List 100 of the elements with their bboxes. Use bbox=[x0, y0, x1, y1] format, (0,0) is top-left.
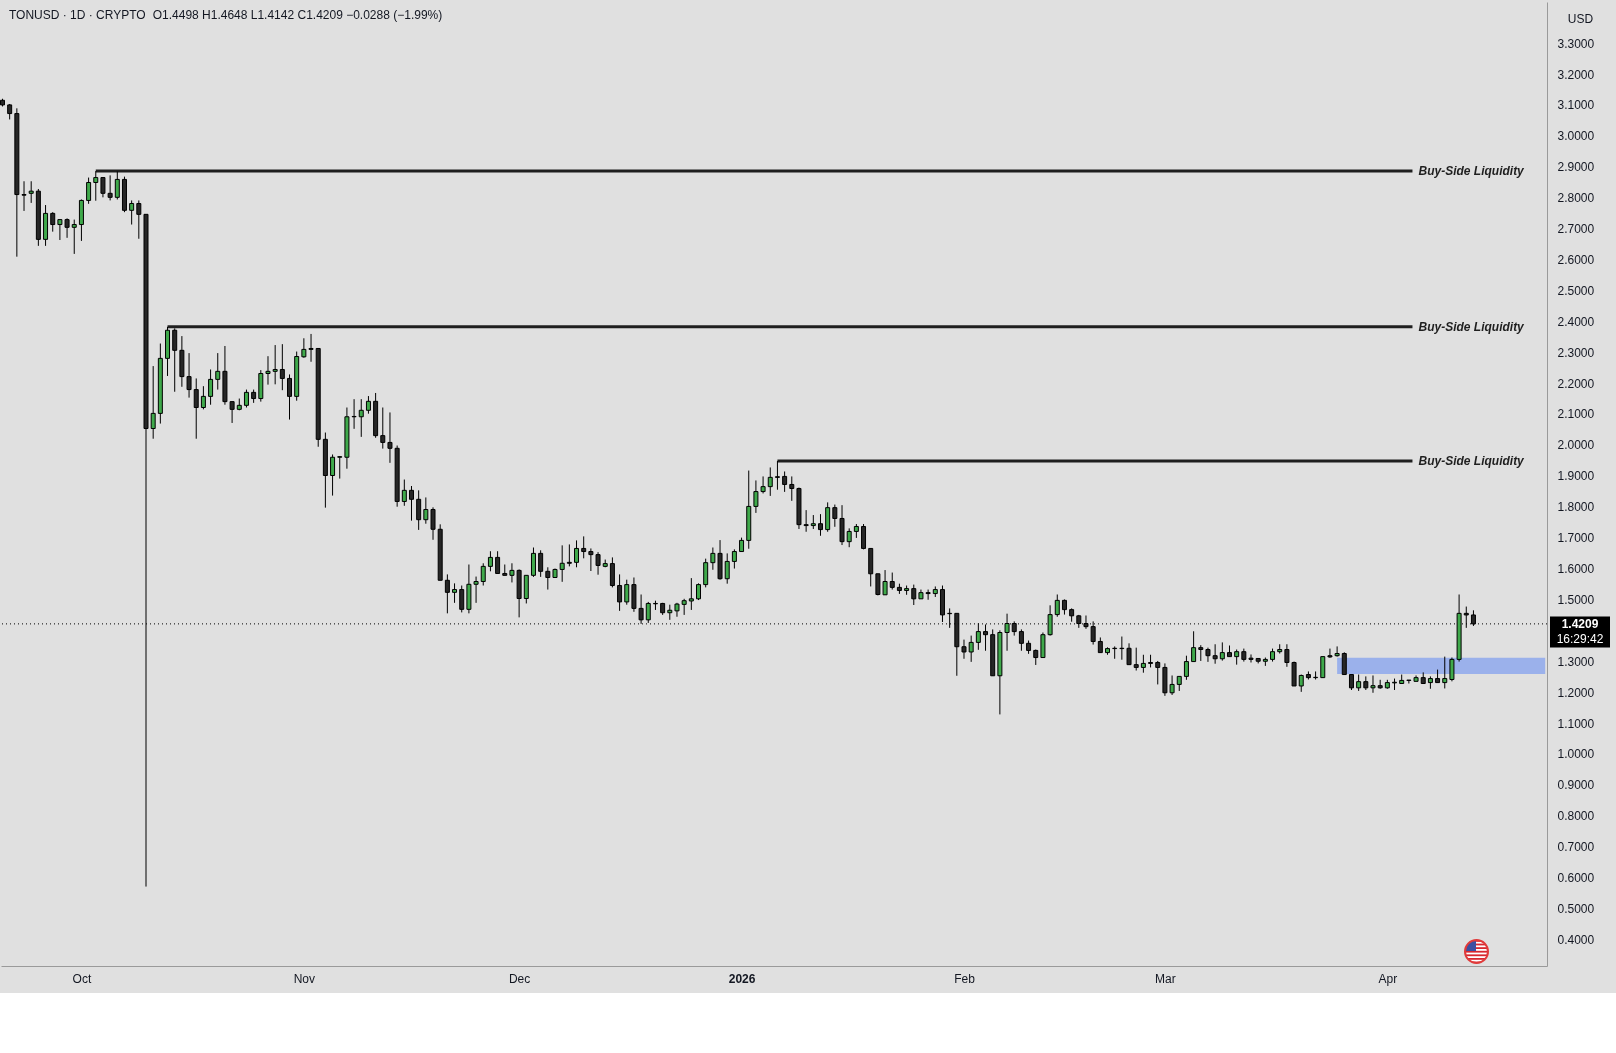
y-tick-label: 2.6000 bbox=[1557, 252, 1595, 267]
y-tick-label: 1.3000 bbox=[1557, 654, 1595, 669]
y-tick-label: 1.0000 bbox=[1557, 747, 1595, 762]
y-tick-label: 0.5000 bbox=[1557, 902, 1595, 917]
candlestick bbox=[975, 622, 981, 651]
series-label: Buy-Side Liquidity bbox=[1418, 164, 1526, 179]
y-tick-label: 3.1000 bbox=[1557, 98, 1595, 113]
y-tick-label: 0.9000 bbox=[1557, 778, 1595, 793]
y-tick-label: 1.8000 bbox=[1557, 500, 1595, 515]
candlestick bbox=[724, 552, 730, 585]
candlestick bbox=[452, 582, 458, 604]
candlestick bbox=[487, 550, 493, 572]
candlestick bbox=[93, 170, 99, 202]
candlestick bbox=[1463, 606, 1469, 629]
candlestick bbox=[1370, 674, 1376, 694]
candlestick bbox=[846, 527, 852, 548]
y-tick-label: 2.8000 bbox=[1557, 191, 1595, 206]
candlestick bbox=[961, 639, 967, 660]
candlestick bbox=[150, 365, 156, 440]
y-tick-label: 1.7000 bbox=[1557, 531, 1595, 546]
candlestick bbox=[28, 180, 34, 204]
candlestick bbox=[782, 470, 788, 493]
candlestick bbox=[1133, 647, 1139, 672]
candlestick bbox=[136, 199, 142, 240]
candlestick bbox=[193, 377, 199, 440]
candlestick bbox=[71, 219, 77, 255]
y-tick-label: 0.4000 bbox=[1557, 932, 1595, 947]
y-tick-label: 1.1000 bbox=[1557, 716, 1595, 731]
candlestick bbox=[423, 496, 429, 525]
ref-line-label: 1.4209 bbox=[1561, 616, 1599, 631]
x-tick-label: Apr bbox=[1378, 971, 1398, 986]
x-tick-label: Oct bbox=[72, 971, 92, 986]
candlestick bbox=[1018, 628, 1024, 652]
text: 16:29:42 bbox=[1556, 631, 1604, 646]
candlestick bbox=[444, 573, 450, 614]
y-tick-label: 2.3000 bbox=[1557, 345, 1595, 360]
candlestick bbox=[968, 635, 974, 663]
candlestick bbox=[624, 579, 630, 606]
candlestick bbox=[767, 466, 773, 497]
candlestick bbox=[832, 504, 838, 528]
text: TONUSD · 1D · CRYPTO bbox=[9, 8, 146, 22]
candlestick bbox=[279, 343, 285, 391]
candlestick bbox=[581, 535, 587, 559]
candlestick bbox=[839, 504, 845, 546]
candlestick bbox=[1341, 651, 1347, 676]
y-tick-label: 2.4000 bbox=[1557, 314, 1595, 329]
y-tick-label: 0.7000 bbox=[1557, 840, 1595, 855]
candlestick bbox=[200, 385, 206, 410]
y-tick-label: 1.9000 bbox=[1557, 469, 1595, 484]
candlestick bbox=[688, 577, 694, 611]
y-tick-label: 3.2000 bbox=[1557, 67, 1595, 82]
y-tick-label: 0.6000 bbox=[1557, 871, 1595, 886]
candlestick bbox=[408, 485, 414, 522]
candlestick bbox=[215, 352, 221, 391]
candlestick bbox=[574, 539, 580, 568]
x-tick-label: Nov bbox=[293, 971, 316, 986]
y-tick-label: 3.0000 bbox=[1557, 129, 1595, 144]
candlestick bbox=[265, 355, 271, 386]
y-tick-label: 1.6000 bbox=[1557, 562, 1595, 577]
candlestick bbox=[1320, 656, 1326, 679]
candlestick bbox=[358, 398, 364, 438]
series-label: Buy-Side Liquidity bbox=[1418, 319, 1526, 334]
candlestick bbox=[617, 573, 623, 612]
y-tick-label: 2.2000 bbox=[1557, 376, 1595, 391]
candlestick bbox=[380, 407, 386, 450]
candlestick bbox=[272, 344, 278, 385]
candlestick bbox=[609, 556, 615, 588]
text: O1.4498 H1.4648 L1.4142 C1.4209 −0.0288 (−1.99%) bbox=[152, 8, 443, 22]
candlestick bbox=[1219, 641, 1225, 662]
x-tick-label: 2026 bbox=[728, 971, 756, 986]
candlestick bbox=[1248, 653, 1254, 663]
candlestick bbox=[825, 501, 831, 533]
candlestick bbox=[337, 455, 343, 480]
candlestick bbox=[566, 543, 572, 567]
candlestick bbox=[287, 373, 293, 421]
y-tick-label: 2.7000 bbox=[1557, 222, 1595, 237]
candlestick bbox=[480, 562, 486, 587]
candlestick bbox=[114, 170, 120, 200]
candlestick bbox=[731, 548, 737, 570]
candlestick bbox=[559, 544, 565, 583]
x-tick-label: Feb bbox=[954, 971, 976, 986]
candlestick bbox=[495, 550, 501, 574]
candlestick bbox=[789, 475, 795, 502]
candlestick bbox=[1183, 655, 1189, 681]
candlestick bbox=[50, 211, 56, 233]
candlestick bbox=[430, 506, 436, 541]
candlestick bbox=[208, 368, 214, 406]
y-tick-label: 1.5000 bbox=[1557, 592, 1595, 607]
candlestick bbox=[416, 489, 422, 531]
y-tick-label: 2.0000 bbox=[1557, 438, 1595, 453]
candlestick bbox=[703, 558, 709, 588]
y-axis-title: USD bbox=[1567, 11, 1594, 26]
y-tick-label: 0.8000 bbox=[1557, 809, 1595, 824]
candlestick bbox=[129, 199, 135, 226]
candlestick bbox=[330, 453, 336, 497]
candlestick bbox=[530, 547, 536, 578]
candlestick bbox=[911, 584, 917, 606]
candlestick bbox=[817, 513, 823, 537]
candlestick bbox=[401, 479, 407, 507]
y-tick-label: 2.5000 bbox=[1557, 283, 1595, 298]
